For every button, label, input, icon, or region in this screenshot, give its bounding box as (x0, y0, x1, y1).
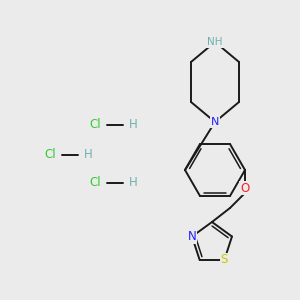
Text: O: O (240, 182, 250, 194)
Text: Cl: Cl (44, 148, 56, 161)
Text: Cl: Cl (89, 118, 101, 131)
Text: H: H (84, 148, 92, 161)
Text: N: N (188, 230, 197, 243)
Text: H: H (129, 118, 137, 131)
Text: N: N (211, 117, 219, 127)
Text: Cl: Cl (89, 176, 101, 190)
Text: S: S (221, 254, 228, 266)
Text: NH: NH (207, 37, 223, 47)
Text: H: H (129, 176, 137, 190)
